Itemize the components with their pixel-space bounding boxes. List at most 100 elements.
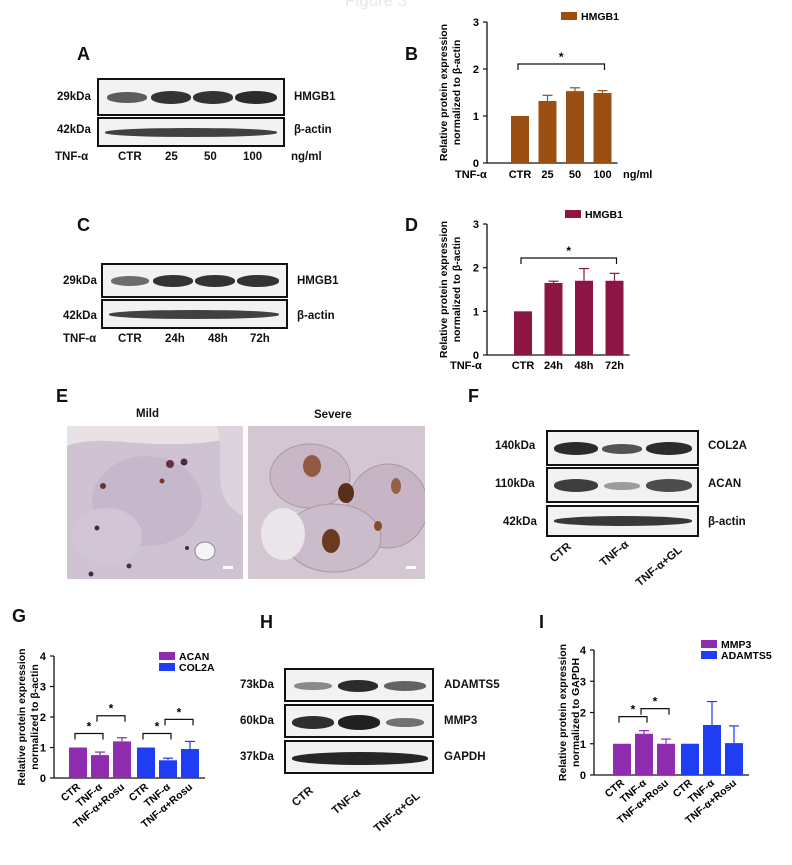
size-label: 29kDa	[63, 275, 97, 287]
protein-label: β-actin	[297, 310, 335, 322]
bar	[514, 311, 532, 355]
y-tick-label: 1	[40, 743, 46, 755]
western-blot-hmgb1	[97, 78, 285, 116]
significance-bracket	[618, 716, 648, 723]
treatment-label: TNF-α	[63, 333, 97, 345]
y-axis-label: Relative protein expression	[438, 221, 450, 358]
y-tick-label: 0	[473, 350, 479, 362]
significance-bracket	[520, 257, 618, 264]
x-tick-label: 100	[593, 169, 611, 181]
western-blot-beta-actin	[546, 505, 699, 537]
western-blot-beta-actin	[101, 299, 288, 329]
bar	[703, 725, 721, 775]
x-tick-label: 48h	[575, 360, 594, 372]
y-tick-label: 0	[473, 158, 479, 170]
legend-swatch	[159, 663, 175, 671]
protein-label: MMP3	[444, 715, 478, 727]
western-blot-mmp3	[284, 704, 434, 738]
y-axis-label: Relative protein expression	[557, 644, 569, 781]
significance-bracket	[164, 718, 194, 726]
y-tick-label: 2	[40, 712, 46, 724]
legend-label: COL2A	[179, 662, 215, 674]
bar-chart-i: 0 1 2 3 4 Relative protein expression normaliz…	[557, 639, 772, 827]
y-tick-label: 1	[473, 306, 479, 318]
legend-label: HMGB1	[581, 11, 619, 23]
y-tick-label: 3	[40, 682, 46, 694]
y-tick-label: 0	[580, 770, 586, 782]
western-blot-col2a	[546, 430, 699, 466]
y-tick-label: 4	[580, 645, 587, 657]
significance-star: *	[631, 703, 636, 717]
size-label: 42kDa	[63, 310, 97, 322]
lane-label: CTR	[290, 784, 316, 810]
size-label: 73kDa	[240, 679, 274, 691]
y-axis-label: Relative protein expression	[16, 648, 28, 785]
y-axis-label: Relative protein expression	[438, 24, 450, 161]
y-tick-label: 1	[473, 111, 479, 123]
panel-letter-d: D	[405, 215, 418, 235]
protein-label: ACAN	[708, 478, 742, 490]
legend-label: ACAN	[179, 651, 209, 663]
lane-label: 24h	[165, 333, 185, 345]
lane-label: CTR	[118, 333, 142, 345]
bar	[657, 743, 675, 775]
protein-label: ADAMTS5	[444, 679, 500, 691]
bar-chart-b: 0 1 2 3 Relative protein expression normalize…	[438, 11, 652, 181]
lane-label: TNF-α	[330, 786, 364, 818]
y-tick-label: 2	[473, 263, 479, 275]
y-tick-label: 0	[40, 773, 46, 785]
legend-label: HMGB1	[585, 209, 623, 221]
significance-star: *	[109, 702, 114, 716]
y-axis-label: normalized to β-actin	[29, 664, 41, 770]
y-tick-label: 3	[473, 219, 479, 231]
legend-swatch	[159, 652, 175, 660]
bar	[159, 760, 177, 778]
lane-label: CTR	[548, 540, 574, 566]
bar-chart-d: 0 1 2 3 Relative protein expression normalize…	[438, 209, 630, 372]
lane-label: 25	[165, 151, 178, 163]
bar	[613, 743, 631, 775]
x-tick-label: CTR	[512, 360, 535, 372]
panel-letter-i: I	[539, 612, 545, 632]
lane-label: 72h	[250, 333, 270, 345]
western-blot-acan	[546, 467, 699, 503]
bar-chart-g: 0 1 2 3 4 Relative protein expression normaliz…	[16, 648, 215, 830]
significance-star: *	[566, 244, 571, 258]
bar	[593, 92, 612, 163]
bar	[725, 743, 743, 775]
y-tick-label: 3	[473, 17, 479, 29]
y-tick-label: 1	[580, 739, 586, 751]
bar	[605, 280, 624, 355]
legend-swatch	[701, 651, 717, 659]
lane-label: TNF-α+GL	[372, 790, 423, 836]
protein-label: GAPDH	[444, 751, 486, 763]
histology-image-mild	[67, 426, 243, 579]
bar	[511, 116, 529, 163]
size-label: 110kDa	[495, 478, 535, 490]
lane-label: CTR	[118, 151, 142, 163]
y-tick-label: 4	[40, 651, 47, 663]
protein-label: β-actin	[294, 124, 332, 136]
bar	[137, 747, 155, 778]
y-tick-label: 3	[580, 676, 586, 688]
panel-letter-f: F	[468, 386, 479, 406]
x-tick-label: 25	[541, 169, 553, 181]
treatment-label: TNF-α	[55, 151, 89, 163]
image-caption-severe: Severe	[314, 409, 352, 421]
x-tick-label: 50	[569, 169, 581, 181]
significance-star: *	[177, 705, 182, 719]
western-blot-beta-actin	[97, 117, 285, 147]
lane-label: 48h	[208, 333, 228, 345]
size-label: 37kDa	[240, 751, 274, 763]
size-label: 42kDa	[57, 124, 91, 136]
size-label: 42kDa	[503, 516, 537, 528]
bar	[69, 747, 87, 778]
y-tick-label: 2	[473, 64, 479, 76]
lane-label: 50	[204, 151, 217, 163]
panel-letter-g: G	[12, 606, 27, 626]
significance-star: *	[155, 720, 160, 734]
y-axis-label: normalized to GAPDH	[570, 658, 582, 767]
panel-letter-b: B	[405, 44, 418, 64]
lane-label: TNF-α	[598, 538, 632, 570]
treatment-label: TNF-α	[455, 169, 487, 181]
